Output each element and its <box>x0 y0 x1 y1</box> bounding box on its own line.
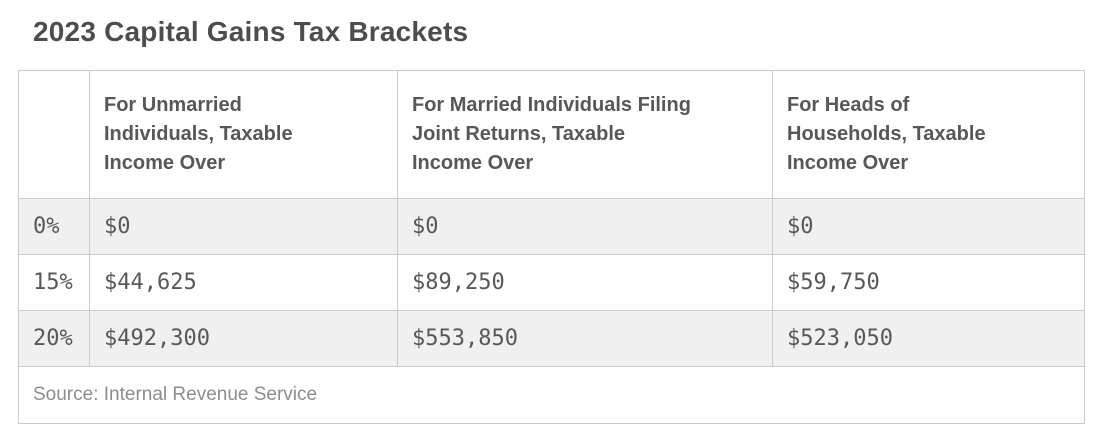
value-cell-married-joint: $89,250 <box>397 254 773 311</box>
table-row-20pct: 20% $492,300 $553,850 $523,050 <box>18 310 1085 367</box>
source-row: Source: Internal Revenue Service <box>18 366 1085 424</box>
value-cell-married-joint: $553,850 <box>397 310 773 367</box>
value-cell-unmarried: $492,300 <box>89 310 398 367</box>
column-header-rate <box>18 70 90 199</box>
column-header-married-joint: For Married Individuals Filing Joint Ret… <box>397 70 773 199</box>
page-title: 2023 Capital Gains Tax Brackets <box>33 16 469 47</box>
value-cell-head-of-household: $523,050 <box>772 310 1085 367</box>
header-row: For Unmarried Individuals, Taxable Incom… <box>18 70 1085 199</box>
value-cell-head-of-household: $59,750 <box>772 254 1085 311</box>
rate-cell: 15% <box>18 254 90 311</box>
value-cell-unmarried: $0 <box>89 198 398 255</box>
table-row-15pct: 15% $44,625 $89,250 $59,750 <box>18 254 1085 311</box>
table-row-0pct: 0% $0 $0 $0 <box>18 198 1085 255</box>
tax-brackets-table: For Unmarried Individuals, Taxable Incom… <box>18 70 1085 424</box>
source-note: Source: Internal Revenue Service <box>18 366 1085 424</box>
column-header-unmarried: For Unmarried Individuals, Taxable Incom… <box>89 70 398 199</box>
rate-cell: 0% <box>18 198 90 255</box>
rate-cell: 20% <box>18 310 90 367</box>
value-cell-unmarried: $44,625 <box>89 254 398 311</box>
column-header-head-of-household: For Heads of Households, Taxable Income … <box>772 70 1085 199</box>
value-cell-head-of-household: $0 <box>772 198 1085 255</box>
value-cell-married-joint: $0 <box>397 198 773 255</box>
